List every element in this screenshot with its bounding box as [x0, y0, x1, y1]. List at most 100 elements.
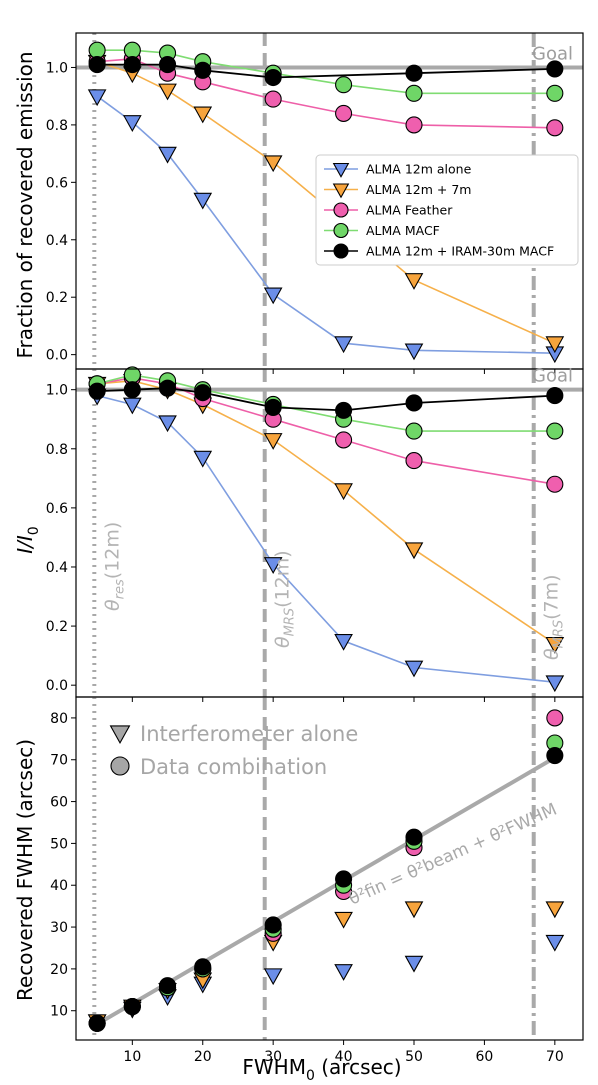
point-alone-3-panel-1	[193, 450, 213, 468]
y-tick-label-1-panel-1: 0.2	[46, 619, 68, 635]
y-tick-label-3-panel-1: 0.6	[46, 501, 68, 517]
goal-label-1: Goal	[532, 366, 573, 387]
series-line-alone-panel-1	[96, 394, 555, 683]
point-iram-4-panel-2	[264, 916, 282, 934]
point-alone-2-panel-1	[158, 415, 177, 433]
vertical-marker-label-rest-0: (12m)	[101, 522, 123, 580]
x-tick-label-1: 20	[194, 1049, 212, 1065]
legend-label-iram: ALMA 12m + IRAM-30m MACF	[366, 244, 554, 259]
point-iram-7-panel-1	[546, 387, 564, 405]
point-plus7-4-panel-0	[263, 155, 283, 173]
y-tick-label-2-panel-0: 0.4	[46, 233, 68, 249]
x-axis-label-unit: (arcsec)	[315, 1055, 402, 1079]
legend-box	[315, 154, 579, 266]
y-tick-label-2-panel-1: 0.4	[46, 560, 68, 576]
point-alone-2-panel-0	[158, 146, 177, 164]
point-iram-3-panel-1	[194, 384, 212, 402]
x-tick-label-5: 60	[476, 1049, 494, 1065]
point-alone-5-panel-0	[334, 336, 353, 354]
point-macf-1-panel-0	[123, 41, 141, 59]
point-iram-2-panel-0	[158, 56, 177, 74]
y-axis-label-middle-sub: 0	[26, 526, 42, 535]
point-alone-6-panel-2	[404, 955, 424, 973]
point-plus7-2-panel-0	[158, 83, 177, 101]
point-macf-7-panel-1	[546, 422, 564, 440]
y-tick-label-0-panel-2: 10	[50, 1004, 68, 1020]
legend-label-alone: ALMA 12m alone	[366, 162, 472, 177]
vertical-marker-label-1: θMRS(12m)	[272, 550, 298, 648]
point-alone-7-panel-2	[545, 934, 565, 952]
point-alone-4-panel-1	[263, 557, 283, 574]
point-macf-7-panel-0	[546, 84, 564, 102]
point-plus7-6-panel-2	[404, 901, 424, 919]
legend-label-plus7: ALMA 12m + 7m	[366, 182, 471, 197]
point-iram-1-panel-2	[123, 997, 141, 1016]
point-macf-0-panel-0	[88, 41, 106, 59]
point-iram-0-panel-1	[88, 382, 106, 400]
point-plus7-4-panel-1	[263, 433, 283, 450]
legend-marker-macf	[333, 222, 349, 239]
legend-label-feather: ALMA Feather	[366, 203, 453, 218]
y-tick-label-3-panel-2: 40	[50, 878, 68, 894]
point-alone-5-panel-1	[334, 634, 353, 651]
vertical-marker-label-main-0: θ	[101, 599, 123, 611]
series-line-alone-panel-0	[96, 95, 555, 354]
legend-marker-feather	[333, 202, 349, 218]
point-feather-7-panel-1	[546, 475, 564, 493]
y-tick-label-4-panel-0: 0.8	[46, 118, 68, 134]
bottom-legend-label-1: Data combination	[140, 755, 327, 779]
legend: ALMA 12m alone ALMA 12m + 7m ALMA Feather A…	[315, 154, 579, 266]
legend-marker-alone	[332, 162, 350, 178]
point-iram-3-panel-0	[194, 61, 212, 79]
x-tick-label-3: 40	[335, 1049, 353, 1065]
bottom-legend-marker-0	[109, 725, 131, 745]
y-tick-label-5-panel-2: 60	[50, 795, 68, 811]
point-alone-6-panel-1	[404, 660, 424, 678]
vertical-marker-label-rest-2: (7m)	[541, 574, 563, 619]
vertical-marker-label-0: θres(12m)	[101, 522, 127, 611]
point-feather-7-panel-0	[546, 119, 564, 137]
vertical-marker-label-main-2: θ	[541, 648, 563, 660]
point-feather-7-panel-2	[546, 709, 564, 727]
point-alone-7-panel-1	[545, 675, 565, 693]
legend-marker-plus7	[332, 183, 350, 199]
point-iram-1-panel-0	[123, 56, 141, 74]
point-plus7-3-panel-0	[193, 106, 213, 124]
y-tick-label-4-panel-1: 0.8	[46, 442, 68, 458]
bottom-legend-marker-1	[110, 756, 130, 776]
point-plus7-7-panel-0	[545, 336, 565, 354]
point-iram-0-panel-2	[88, 1014, 106, 1032]
point-iram-2-panel-2	[158, 977, 177, 995]
y-tick-label-2-panel-2: 30	[50, 920, 68, 936]
legend-label-macf: ALMA MACF	[366, 223, 440, 238]
x-tick-label-4: 50	[405, 1049, 423, 1065]
y-tick-label-0-panel-0: 0.0	[46, 348, 68, 364]
point-plus7-7-panel-2	[545, 901, 565, 919]
point-feather-5-panel-1	[335, 431, 353, 449]
point-iram-4-panel-0	[264, 68, 282, 87]
point-feather-6-panel-0	[405, 116, 423, 134]
vertical-marker-label-2: θMRS(7m)	[541, 574, 567, 660]
y-axis-label-middle: I/I0	[13, 526, 42, 553]
point-iram-3-panel-2	[194, 958, 212, 976]
point-feather-4-panel-0	[264, 90, 282, 108]
point-macf-5-panel-0	[335, 76, 353, 94]
point-iram-6-panel-1	[405, 394, 423, 412]
point-iram-7-panel-0	[546, 60, 564, 78]
y-axis-label-top: Fraction of recovered emission	[13, 51, 37, 358]
panel-1: 0.00.20.40.60.81.0Goalθres(12m)θMRS(12m)…	[46, 366, 584, 702]
point-plus7-7-panel-1	[545, 636, 565, 654]
x-axis-label: FWHM0 (arcsec)	[242, 1055, 401, 1084]
point-iram-4-panel-1	[264, 398, 282, 416]
point-iram-7-panel-2	[546, 747, 564, 765]
vertical-marker-label-sub-1: MRS	[283, 608, 298, 637]
bottom-legend-label-0: Interferometer alone	[140, 722, 358, 746]
x-axis-label-main: FWHM	[242, 1055, 306, 1079]
vertical-marker-label-sub-0: res	[112, 579, 127, 599]
vertical-marker-label-main-1: θ	[272, 636, 294, 648]
y-tick-label-6-panel-2: 70	[50, 753, 68, 769]
point-alone-4-panel-0	[263, 287, 283, 305]
vertical-marker-label-sub-2: MRS	[552, 620, 567, 649]
